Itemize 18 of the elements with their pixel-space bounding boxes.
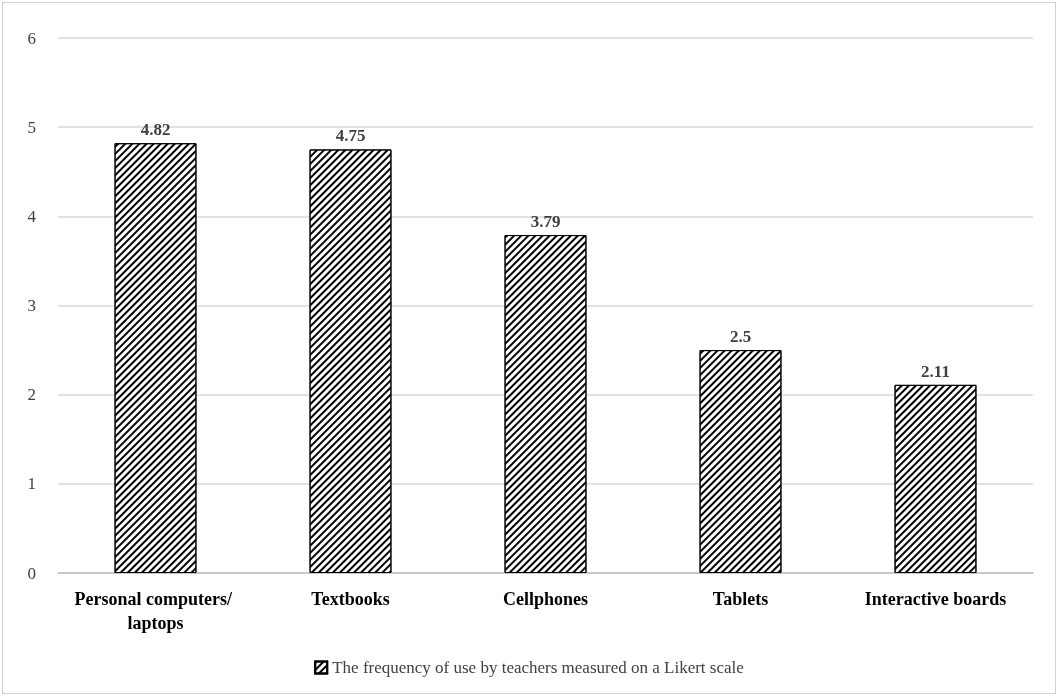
x-tick-label: Tablets (712, 589, 769, 609)
y-tick-label: 2 (27, 385, 36, 405)
y-tick-label: 4 (27, 206, 37, 226)
data-label: 3.79 (530, 212, 561, 232)
x-tick-label: Textbooks (311, 589, 390, 609)
legend-label: The frequency of use by teachers measured on a Likert scale (332, 658, 744, 677)
data-label: 4.75 (335, 126, 366, 146)
y-tick-label: 1 (27, 474, 36, 494)
x-tick-label: Personal computers/ laptops (74, 589, 237, 633)
data-label: 4.82 (140, 120, 171, 140)
y-tick-label: 0 (27, 563, 36, 583)
x-tick-label: Interactive boards (864, 589, 1007, 609)
y-tick-label: 3 (27, 296, 36, 315)
data-label: 2.5 (729, 327, 752, 347)
y-tick-label: 5 (27, 117, 36, 137)
x-tick-label: Cellphones (502, 589, 589, 609)
data-label: 2.11 (921, 361, 950, 381)
y-tick-label: 6 (27, 28, 36, 48)
